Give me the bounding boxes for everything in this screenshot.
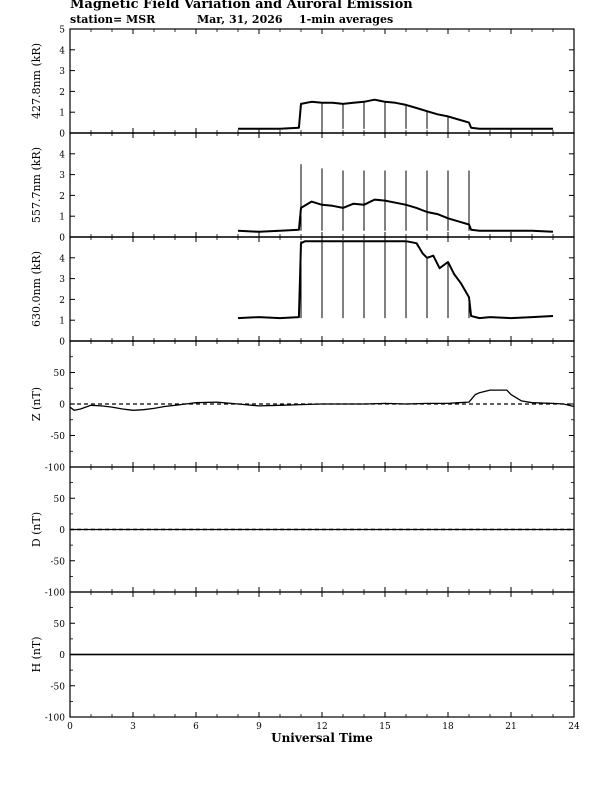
panel-0-ytick-label-4: 4 [59,46,65,56]
x-axis-label: Universal Time [271,731,373,745]
panel-5-ytick-label-3: 50 [54,620,66,630]
panel-5-ytick-label-2: 0 [59,651,65,661]
panel-0-ytick-label-3: 3 [59,67,65,77]
panel-0-ytick-label-1: 1 [59,109,65,119]
panel-0-series-line [238,98,553,130]
panel-1-ytick-label-0: 0 [59,234,65,244]
xtick-label-5: 15 [379,722,391,732]
panel-4-ylabel: D (nT) [30,512,43,547]
panel-4-ytick-label-1: -50 [51,557,66,567]
xtick-label-6: 18 [442,722,454,732]
panel-2-ytick-label-3: 3 [59,275,65,285]
panel-0-ytick-label-2: 2 [59,88,65,98]
panel-2-ytick-label-4: 4 [59,254,65,264]
xtick-label-8: 24 [568,722,580,732]
panel-0-ylabel: 427.8nm (kR) [30,43,43,119]
panel-4-ytick-label-3: 50 [54,495,66,505]
averaging-label: 1-min averages [299,13,394,26]
panel-1-ytick-label-2: 2 [59,192,65,202]
xtick-label-2: 6 [193,722,199,732]
panel-1-series-line [237,198,554,233]
panel-3-ytick-label-1: -50 [51,432,66,442]
panel-5-ytick-label-1: -50 [51,682,66,692]
panel-0-ytick-label-5: 5 [59,26,65,36]
panel-3-series-line [69,389,575,411]
panel-2-series-line [237,240,554,320]
panel-5-ytick-label-0: -100 [45,714,65,724]
date-label: Mar, 31, 2026 [197,13,283,26]
panel-2-ytick-label-0: 0 [59,338,65,348]
panel-1-ytick-label-3: 3 [59,171,65,181]
panel-3-ytick-label-2: 0 [59,401,65,411]
panel-4-ytick-label-2: 0 [59,526,65,536]
xtick-label-1: 3 [130,722,136,732]
station-label: station= MSR [70,13,156,26]
panel-1-ytick-label-1: 1 [59,213,65,223]
panel-1-ytick-label-4: 4 [59,150,65,160]
panel-2-ytick-label-2: 2 [59,296,65,306]
panel-3-ytick-label-0: -100 [45,464,65,474]
panel-5-ylabel: H (nT) [30,636,43,672]
panel-3-ytick-label-3: 50 [54,369,66,379]
xtick-label-4: 12 [316,722,327,732]
panel-2-ylabel: 630.0nm (kR) [30,251,43,327]
panel-3-ylabel: Z (nT) [30,387,43,421]
chart-title: Magnetic Field Variation and Auroral Emi… [70,0,413,12]
panel-2-ytick-label-1: 1 [59,317,65,327]
xtick-label-7: 21 [505,722,516,732]
panel-4-ytick-label-0: -100 [45,589,65,599]
xtick-label-0: 0 [67,722,73,732]
panel-0-ytick-label-0: 0 [59,130,65,140]
xtick-label-3: 9 [256,722,262,732]
panel-1-ylabel: 557.7nm (kR) [30,147,43,223]
